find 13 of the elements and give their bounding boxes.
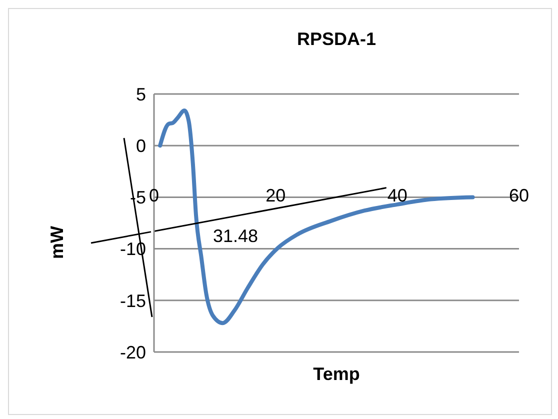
x-axis-title: Temp	[312, 364, 361, 385]
x-tick-label: 0	[148, 185, 160, 206]
y-axis-title: mW	[47, 226, 68, 259]
y-tick-label: 0	[136, 136, 146, 156]
chart-title: RPSDA-1	[296, 29, 377, 50]
y-tick-label: -20	[120, 342, 146, 362]
x-tick-label: 40	[387, 185, 408, 206]
y-tick-label: 5	[136, 84, 146, 104]
annotation: 31.48	[213, 226, 258, 247]
line-series	[158, 108, 475, 326]
x-tick-label: 60	[508, 185, 530, 206]
y-tick-label: -15	[120, 290, 146, 311]
x-tick-label: 20	[266, 185, 286, 206]
